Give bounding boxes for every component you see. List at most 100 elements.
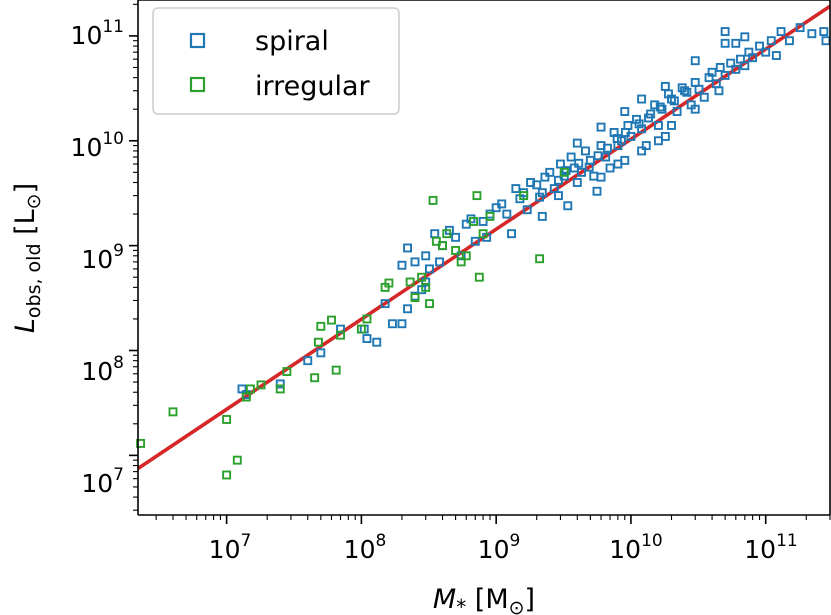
point-spiral — [554, 175, 563, 185]
point-spiral — [572, 138, 582, 148]
x-tick-label: 1010 — [609, 531, 662, 564]
point-irregular — [461, 251, 471, 261]
point-spiral — [556, 159, 565, 169]
point-irregular — [336, 330, 345, 340]
point-spiral — [707, 67, 717, 77]
point-spiral — [653, 120, 663, 130]
point-spiral — [545, 167, 555, 177]
point-spiral — [522, 205, 532, 215]
point-irregular — [222, 415, 232, 424]
point-spiral — [362, 334, 372, 344]
point-irregular — [469, 217, 479, 226]
point-spiral — [303, 356, 313, 366]
point-irregular — [241, 392, 251, 402]
point-spiral — [532, 180, 542, 190]
point-irregular — [559, 167, 569, 177]
point-spiral — [637, 94, 647, 104]
point-spiral — [403, 304, 412, 314]
legend: spiral irregular — [152, 7, 400, 115]
point-spiral — [731, 64, 741, 74]
plot-frame — [137, 0, 831, 516]
point-spiral — [720, 27, 730, 37]
point-irregular — [485, 211, 495, 221]
y-axis-label: Lobs, old [L⊙] — [10, 183, 45, 333]
point-spiral — [596, 122, 606, 132]
legend-label-irregular: irregular — [255, 71, 371, 102]
point-irregular — [232, 455, 242, 465]
point-irregular — [451, 245, 461, 255]
point-spiral — [435, 257, 444, 267]
point-irregular — [456, 257, 466, 267]
point-spiral — [653, 136, 663, 146]
point-spiral — [470, 236, 480, 246]
point-spiral — [581, 146, 590, 156]
point-spiral — [740, 32, 750, 42]
point-irregular — [362, 314, 372, 324]
point-spiral — [566, 152, 576, 162]
point-spiral — [316, 348, 326, 358]
point-spiral — [572, 178, 582, 187]
y-tick-label: 108 — [81, 353, 124, 386]
point-spiral — [478, 217, 488, 226]
point-spiral — [655, 102, 665, 112]
point-irregular — [474, 272, 484, 282]
point-spiral — [537, 211, 547, 221]
point-irregular — [136, 438, 146, 448]
point-irregular — [425, 299, 434, 309]
point-irregular — [438, 241, 447, 251]
x-tick-label: 1011 — [744, 531, 797, 564]
point-spiral — [561, 166, 571, 176]
point-spiral — [540, 172, 550, 182]
point-spiral — [275, 379, 285, 389]
point-spiral — [748, 53, 758, 63]
y-tick-label: 107 — [81, 465, 124, 498]
point-irregular — [310, 373, 320, 383]
point-spiral — [726, 58, 736, 68]
point-spiral — [584, 162, 594, 172]
point-spiral — [537, 188, 547, 198]
legend-marker-irregular — [189, 76, 206, 93]
point-irregular — [168, 407, 178, 417]
point-irregular — [245, 384, 255, 394]
point-spiral — [771, 51, 781, 60]
point-spiral — [397, 319, 407, 329]
point-spiral — [641, 141, 651, 151]
point-spiral — [660, 81, 670, 91]
point-spiral — [596, 172, 606, 182]
point-spiral — [720, 70, 730, 80]
point-spiral — [451, 232, 461, 242]
point-spiral — [592, 186, 602, 196]
point-spiral — [766, 36, 776, 46]
point-irregular — [275, 384, 285, 394]
x-tick-label: 109 — [478, 531, 521, 564]
point-spiral — [613, 159, 623, 169]
point-spiral — [680, 86, 690, 96]
point-spiral — [740, 61, 750, 71]
point-spiral — [720, 38, 730, 48]
point-irregular — [535, 254, 545, 264]
point-spiral — [620, 128, 630, 137]
y-tick-label: 1010 — [71, 129, 124, 162]
point-irregular — [428, 195, 438, 205]
point-irregular — [313, 337, 323, 347]
legend-box — [152, 7, 400, 115]
point-irregular — [384, 278, 394, 288]
point-spiral — [603, 143, 612, 153]
point-spiral — [380, 299, 390, 309]
point-spiral — [694, 84, 704, 94]
point-spiral — [410, 257, 420, 267]
point-spiral — [690, 56, 700, 66]
point-spiral — [577, 167, 586, 177]
point-spiral — [637, 124, 647, 134]
point-spiral — [563, 201, 573, 211]
point-spiral — [634, 119, 644, 129]
point-irregular — [222, 470, 232, 480]
point-spiral — [690, 104, 700, 114]
point-spiral — [715, 63, 725, 72]
point-irregular — [410, 293, 420, 302]
x-tick-label: 108 — [344, 531, 387, 564]
point-irregular — [356, 324, 366, 334]
point-irregular — [519, 191, 529, 201]
point-spiral — [507, 229, 516, 239]
